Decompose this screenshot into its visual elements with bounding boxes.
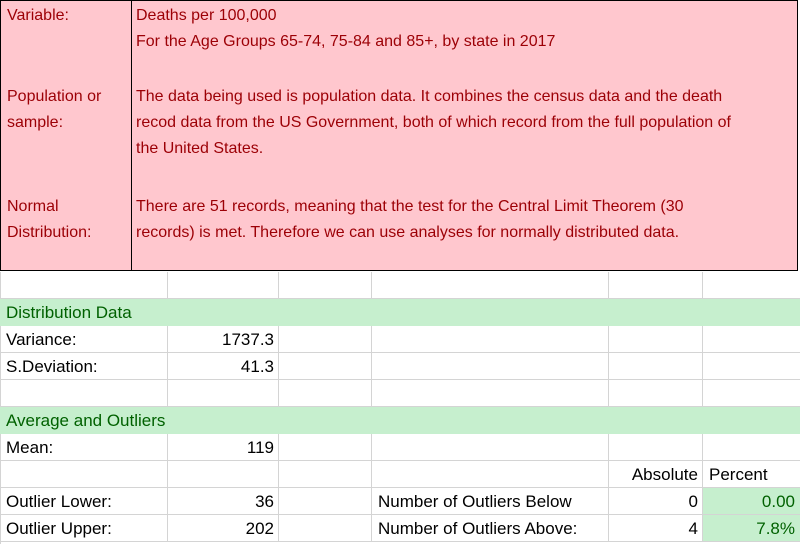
population-label-line-1: Population or [7,88,102,105]
outliers-above-label[interactable]: Number of Outliers Above: [372,515,609,542]
cell[interactable] [372,461,609,488]
cell[interactable] [372,434,609,461]
outliers-above-percent[interactable]: 7.8% [703,515,800,542]
cell[interactable] [372,407,609,434]
table-row: Absolute Percent [0,461,800,488]
cell[interactable] [372,299,609,326]
population-value: The data being used is population data. … [136,84,796,162]
absolute-header[interactable]: Absolute [609,461,703,488]
variable-label-text: Variable: [7,7,69,24]
cell[interactable] [0,461,168,488]
normal-label-line-1: Normal [7,198,59,215]
variance-label[interactable]: Variance: [0,326,168,353]
cell[interactable] [703,299,800,326]
cell[interactable] [703,434,800,461]
cell[interactable] [279,434,372,461]
cell[interactable] [279,461,372,488]
cell[interactable] [279,326,372,353]
table-row: Outlier Upper: 202 Number of Outliers Ab… [0,515,800,542]
cell[interactable] [168,380,279,407]
percent-header[interactable]: Percent [703,461,800,488]
outliers-header-row: Average and Outliers [0,407,800,434]
cell[interactable] [703,407,800,434]
table-row: S.Deviation: 41.3 [0,353,800,380]
outliers-header[interactable]: Average and Outliers [0,407,168,434]
cell[interactable] [279,488,372,515]
cell[interactable] [168,407,279,434]
variable-line-2: For the Age Groups 65-74, 75-84 and 85+,… [136,33,556,50]
cell[interactable] [609,434,703,461]
population-label: Population or sample: [7,84,127,136]
cell[interactable] [609,353,703,380]
description-block[interactable]: Variable: Deaths per 100,000 For the Age… [0,0,798,271]
population-label-line-2: sample: [7,114,64,131]
mean-value[interactable]: 119 [168,434,279,461]
table-row: Variance: 1737.3 [0,326,800,353]
cell[interactable] [279,407,372,434]
distribution-header[interactable]: Distribution Data [0,299,168,326]
cell[interactable] [0,380,168,407]
cell[interactable] [279,353,372,380]
cell[interactable] [168,461,279,488]
cell[interactable] [279,515,372,542]
outliers-below-percent[interactable]: 0.00 [703,488,800,515]
cell[interactable] [703,380,800,407]
sd-label[interactable]: S.Deviation: [0,353,168,380]
cell[interactable] [609,326,703,353]
variance-value[interactable]: 1737.3 [168,326,279,353]
cell[interactable] [372,380,609,407]
cell[interactable] [372,353,609,380]
cell[interactable] [609,299,703,326]
normal-label: Normal Distribution: [7,194,127,246]
population-line-1: The data being used is population data. … [136,88,723,105]
cell[interactable] [609,380,703,407]
population-line-2: recod data from the US Government, both … [136,114,731,131]
cell[interactable] [372,326,609,353]
outlier-upper-value[interactable]: 202 [168,515,279,542]
cell[interactable] [703,326,800,353]
variable-label: Variable: [7,3,127,29]
population-line-3: the United States. [136,140,264,157]
cell[interactable] [279,299,372,326]
normal-line-2: records) is met. Therefore we can use an… [136,224,680,241]
cell[interactable] [609,272,703,299]
normal-line-1: There are 51 records, meaning that the t… [136,198,684,215]
cell[interactable] [703,353,800,380]
cell[interactable] [609,407,703,434]
cell[interactable] [279,272,372,299]
cell[interactable] [372,272,609,299]
cell[interactable] [168,299,279,326]
cell[interactable] [168,272,279,299]
mean-label[interactable]: Mean: [0,434,168,461]
table-row: Outlier Lower: 36 Number of Outliers Bel… [0,488,800,515]
outliers-below-absolute[interactable]: 0 [609,488,703,515]
outlier-lower-label[interactable]: Outlier Lower: [0,488,168,515]
table-row: Mean: 119 [0,434,800,461]
distribution-header-row: Distribution Data [0,299,800,326]
outliers-below-label[interactable]: Number of Outliers Below [372,488,609,515]
outlier-lower-value[interactable]: 36 [168,488,279,515]
variable-value: Deaths per 100,000 For the Age Groups 65… [136,3,796,55]
outlier-upper-label[interactable]: Outlier Upper: [0,515,168,542]
cell[interactable] [279,380,372,407]
variable-line-1: Deaths per 100,000 [136,7,277,24]
normal-label-line-2: Distribution: [7,224,92,241]
outliers-above-absolute[interactable]: 4 [609,515,703,542]
normal-value: There are 51 records, meaning that the t… [136,194,796,246]
table-row [0,272,800,299]
sd-value[interactable]: 41.3 [168,353,279,380]
cell[interactable] [703,272,800,299]
cell[interactable] [0,272,168,299]
table-row [0,380,800,407]
column-divider [131,1,132,270]
